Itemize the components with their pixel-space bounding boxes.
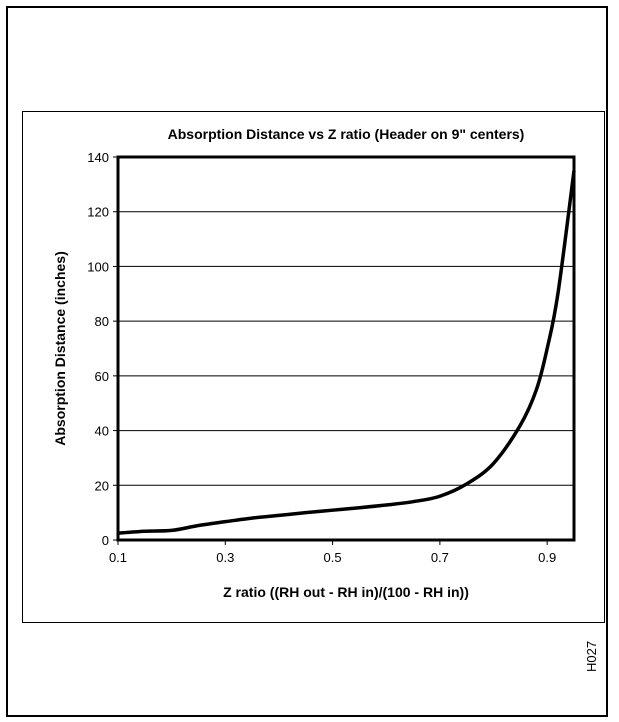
y-tick-label: 120: [87, 205, 109, 220]
y-tick-label: 40: [95, 424, 109, 439]
tick-layer: 0 20 40 60 80 100 120 140 0.1 0.3 0.5 0.7 0.9: [87, 150, 556, 565]
page-frame: [6, 6, 608, 717]
x-tick-label: 0.9: [538, 550, 556, 565]
y-tick-label: 140: [87, 150, 109, 165]
page-code: H027: [584, 640, 599, 672]
y-tick-label: 80: [95, 314, 109, 329]
x-tick-label: 0.1: [109, 550, 127, 565]
x-axis-label: Z ratio ((RH out - RH in)/(100 - RH in)): [223, 584, 469, 600]
chart-container: Absorption Distance vs Z ratio (Header o…: [22, 111, 605, 623]
series-line: [117, 170, 576, 535]
x-tick-label: 0.5: [324, 550, 342, 565]
grid-layer: [118, 211, 574, 486]
series-layer: [117, 170, 576, 535]
chart-svg: Absorption Distance vs Z ratio (Header o…: [52, 126, 576, 600]
y-axis-label: Absorption Distance (inches): [52, 251, 68, 445]
y-tick-label: 60: [95, 369, 109, 384]
y-tick-label: 0: [102, 533, 109, 548]
y-tick-label: 20: [95, 478, 109, 493]
chart-title: Absorption Distance vs Z ratio (Header o…: [168, 126, 525, 142]
plot-frame: [116, 155, 576, 542]
y-tick-label: 100: [87, 259, 109, 274]
x-tick-label: 0.3: [216, 550, 234, 565]
x-tick-label: 0.7: [431, 550, 449, 565]
